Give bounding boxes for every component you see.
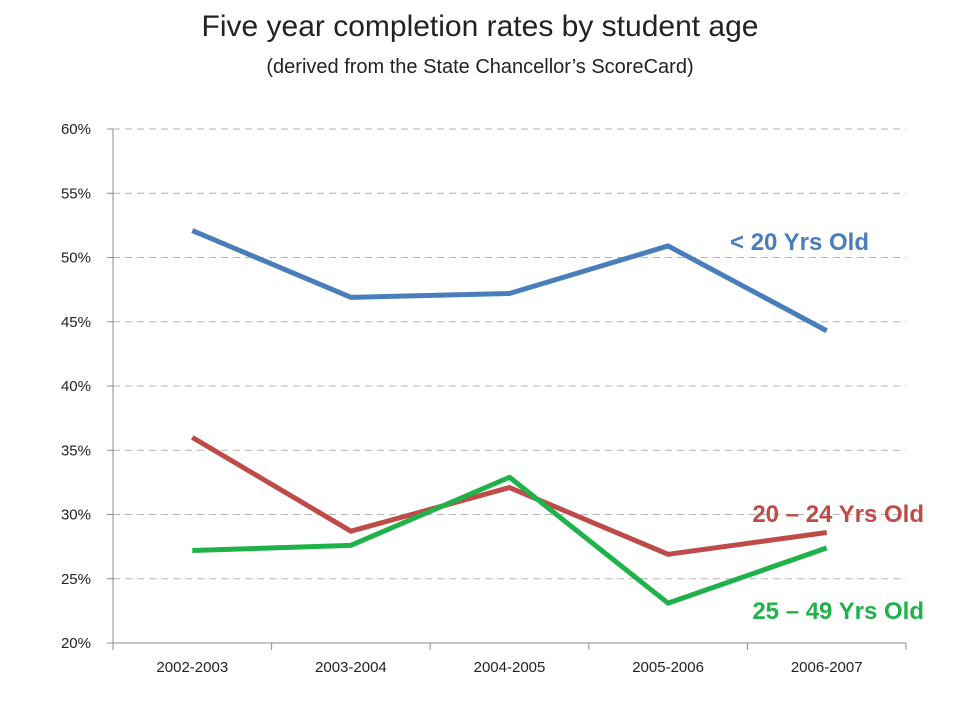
y-tick-label: 30% xyxy=(61,507,91,524)
chart-title: Five year completion rates by student ag… xyxy=(201,10,759,43)
x-tick-label: 2005-2006 xyxy=(632,659,704,676)
y-tick-label: 45% xyxy=(61,314,91,331)
series-label: 20 – 24 Yrs Old xyxy=(752,501,924,528)
x-tick-label: 2002-2003 xyxy=(156,659,228,676)
y-tick-label: 40% xyxy=(61,378,91,395)
series-label: 25 – 49 Yrs Old xyxy=(752,598,924,625)
x-tick-label: 2003-2004 xyxy=(315,659,387,676)
series-label: < 20 Yrs Old xyxy=(730,229,869,256)
x-tick-label: 2006-2007 xyxy=(791,659,863,676)
y-tick-label: 55% xyxy=(61,185,91,202)
x-tick-label: 2004-2005 xyxy=(474,659,546,676)
series-line xyxy=(191,435,828,557)
y-tick-label: 20% xyxy=(61,635,91,652)
series-line xyxy=(191,228,828,333)
y-tick-label: 50% xyxy=(61,250,91,267)
y-tick-label: 25% xyxy=(61,571,91,588)
y-tick-label: 35% xyxy=(61,442,91,459)
series-line xyxy=(192,474,828,606)
y-tick-label: 60% xyxy=(61,121,91,138)
chart-subtitle: (derived from the State Chancellor’s Sco… xyxy=(266,56,694,78)
